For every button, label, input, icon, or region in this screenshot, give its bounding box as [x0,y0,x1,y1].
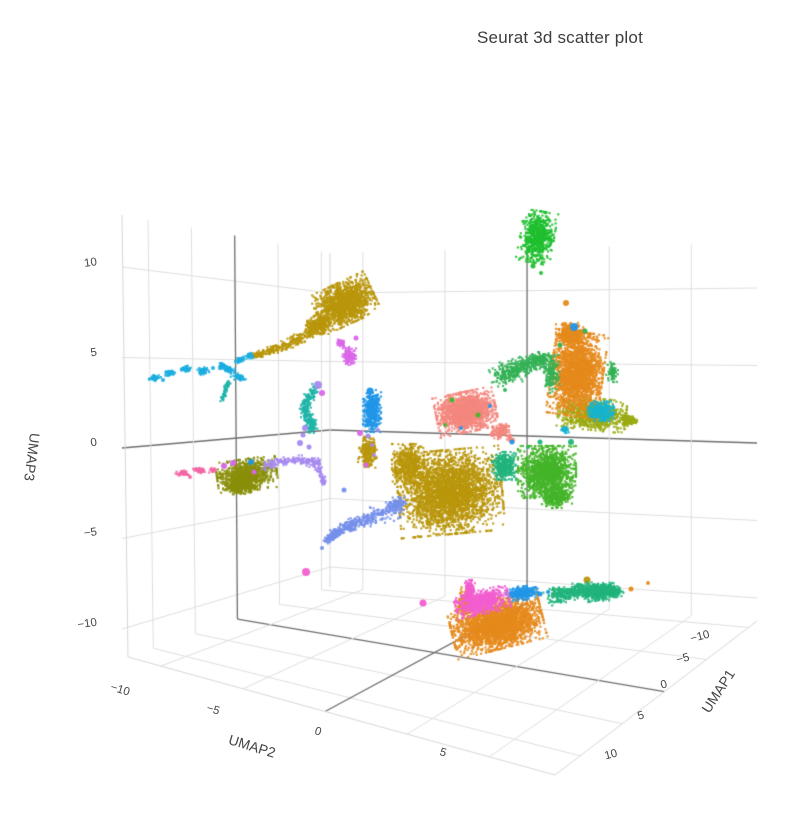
tick-label-umap3: −5 [83,526,98,540]
tick-label-umap3: 10 [83,256,98,270]
plot-title: Seurat 3d scatter plot [477,28,643,47]
